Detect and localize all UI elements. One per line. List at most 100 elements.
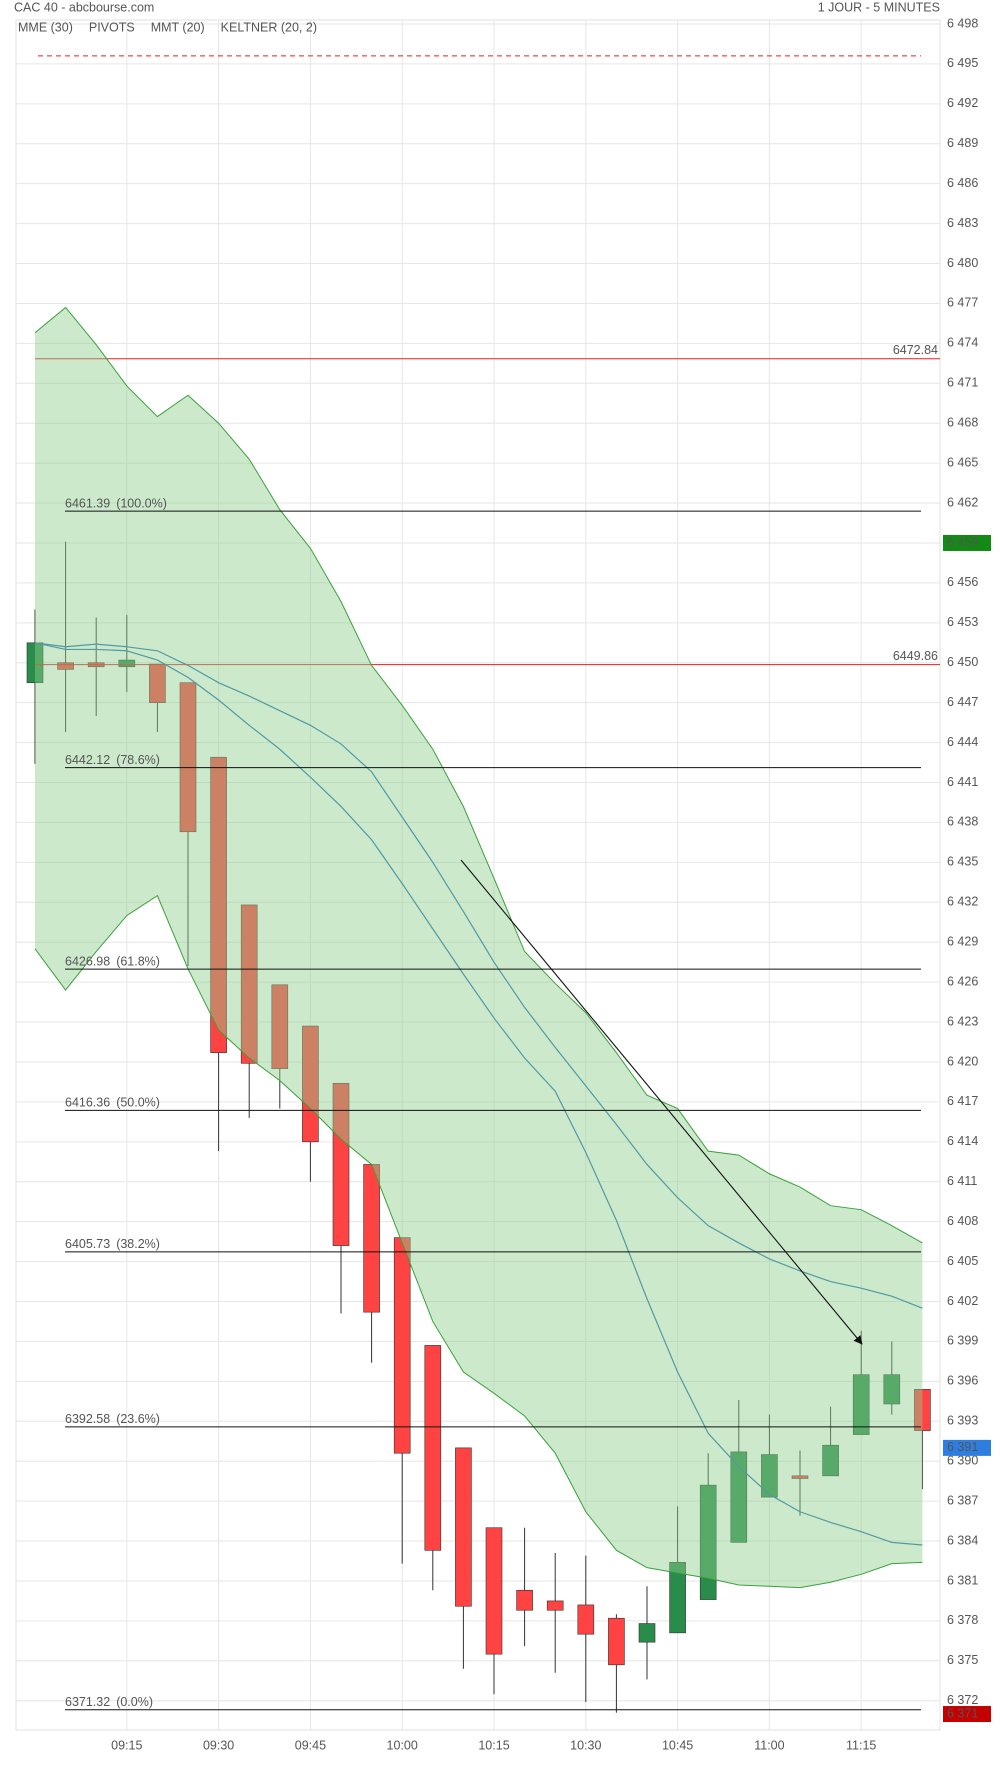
candle-body <box>332 1082 350 1246</box>
fibonacci-price: 6416.36 <box>65 1096 110 1110</box>
keltner-band <box>35 307 923 1588</box>
candle-body <box>699 1484 717 1600</box>
price-marker-label: 6 371 <box>947 1706 978 1720</box>
fibonacci-percent: (100.0%) <box>116 496 167 510</box>
y-tick-label: 6 447 <box>947 695 978 709</box>
candle-body <box>271 984 289 1069</box>
x-tick-label: 11:15 <box>846 1738 876 1752</box>
y-tick-label: 6 498 <box>947 16 978 30</box>
y-tick-label: 6 399 <box>947 1334 978 1348</box>
fibonacci-price: 6461.39 <box>65 496 110 510</box>
candle-body <box>883 1374 901 1405</box>
y-tick-label: 6 453 <box>947 615 978 629</box>
fibonacci-price: 6426.98 <box>65 954 110 968</box>
x-tick-label: 09:15 <box>111 1738 142 1752</box>
x-tick-label: 09:30 <box>203 1738 234 1752</box>
candle-body <box>730 1451 748 1543</box>
y-tick-label: 6 489 <box>947 136 978 150</box>
moving-average-line <box>34 642 923 1309</box>
candle-body <box>638 1623 656 1643</box>
price-marker <box>943 534 991 551</box>
y-tick-label: 6 411 <box>947 1174 977 1188</box>
candle-body <box>577 1604 595 1635</box>
x-tick-label: 10:45 <box>662 1738 693 1752</box>
candle-body <box>608 1617 625 1666</box>
y-tick-label: 6 450 <box>947 655 978 669</box>
fibonacci-percent: (23.6%) <box>116 1412 160 1426</box>
y-tick-label: 6 435 <box>947 855 978 869</box>
y-tick-label: 6 441 <box>947 775 978 789</box>
fibonacci-percent: (50.0%) <box>116 1096 160 1110</box>
y-tick-label: 6 396 <box>947 1374 978 1388</box>
price-marker <box>943 1439 991 1456</box>
y-tick-label: 6 465 <box>947 455 978 469</box>
y-tick-label: 6 477 <box>947 296 978 310</box>
y-tick-label: 6 486 <box>947 176 978 190</box>
candle-body <box>455 1447 472 1607</box>
y-tick-label: 6 471 <box>947 376 978 390</box>
candle-body <box>118 659 136 668</box>
moving-average-line <box>34 642 923 1546</box>
legend-label: MMT (20) <box>151 20 205 34</box>
y-tick-label: 6 426 <box>947 974 978 988</box>
y-tick-label: 6 417 <box>947 1094 978 1108</box>
pivot-label: 6449.86 <box>893 649 938 663</box>
fibonacci-percent: (61.8%) <box>116 954 160 968</box>
candle-body <box>149 663 166 703</box>
y-tick-label: 6 372 <box>947 1693 978 1707</box>
y-tick-label: 6 414 <box>947 1134 978 1148</box>
trend-arrow <box>460 859 863 1345</box>
y-tick-label: 6 474 <box>947 336 978 350</box>
y-tick-label: 6 429 <box>947 934 978 948</box>
chart-title: CAC 40 - abcbourse.com <box>14 0 154 14</box>
y-tick-label: 6 438 <box>947 815 978 829</box>
candle-body <box>914 1389 931 1431</box>
fibonacci-price: 6392.58 <box>65 1412 110 1426</box>
candle-body <box>822 1444 839 1477</box>
y-tick-label: 6 492 <box>947 96 978 110</box>
candle-body <box>485 1527 503 1655</box>
candle-body <box>363 1164 380 1313</box>
candle-body <box>393 1237 411 1454</box>
x-tick-label: 11:00 <box>754 1738 784 1752</box>
y-tick-label: 6 483 <box>947 216 978 230</box>
candle-body <box>546 1600 564 1611</box>
y-tick-label: 6 390 <box>947 1453 978 1467</box>
fibonacci-price: 6371.32 <box>65 1695 110 1709</box>
y-tick-label: 6 405 <box>947 1254 978 1268</box>
fibonacci-percent: (78.6%) <box>116 753 160 767</box>
candle-body <box>179 682 197 833</box>
y-tick-label: 6 387 <box>947 1493 978 1507</box>
candle-body <box>210 756 227 1053</box>
y-tick-label: 6 384 <box>947 1533 978 1547</box>
price-marker-label: 6 459 <box>947 535 978 549</box>
plot-area <box>15 19 941 1731</box>
fibonacci-percent: (38.2%) <box>116 1237 160 1251</box>
y-tick-label: 6 393 <box>947 1414 978 1428</box>
x-tick-label: 10:15 <box>478 1738 509 1752</box>
y-tick-label: 6 432 <box>947 895 978 909</box>
y-tick-label: 6 420 <box>947 1054 978 1068</box>
y-tick-label: 6 480 <box>947 256 978 270</box>
y-tick-label: 6 456 <box>947 575 978 589</box>
candle-body <box>516 1589 533 1611</box>
x-tick-label: 10:00 <box>387 1738 418 1752</box>
chart-subtitle: 1 JOUR - 5 MINUTES <box>818 0 940 14</box>
fibonacci-price: 6405.73 <box>65 1237 110 1251</box>
candle-body <box>424 1345 442 1551</box>
candle-body <box>240 904 258 1064</box>
y-tick-label: 6 423 <box>947 1014 978 1028</box>
y-tick-label: 6 378 <box>947 1613 978 1627</box>
y-tick-label: 6 444 <box>947 735 978 749</box>
price-marker-label: 6 391 <box>947 1440 978 1454</box>
candle-body <box>761 1454 778 1498</box>
candle-body <box>852 1374 870 1435</box>
y-tick-label: 6 402 <box>947 1294 978 1308</box>
price-marker <box>943 1706 991 1723</box>
legend-label: KELTNER (20, 2) <box>221 20 317 34</box>
y-tick-label: 6 381 <box>947 1573 978 1587</box>
y-tick-label: 6 495 <box>947 56 978 70</box>
pivot-label: 6472.84 <box>893 343 938 357</box>
